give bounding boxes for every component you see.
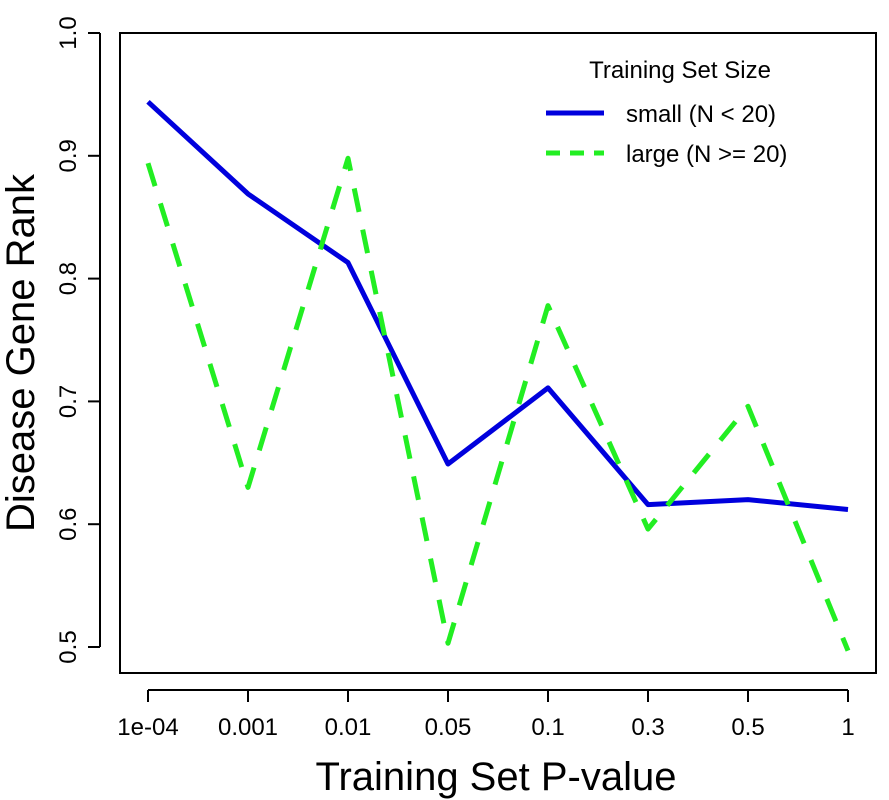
legend-label-small: small (N < 20): [626, 101, 776, 128]
x-tick-label: 0.05: [425, 714, 472, 741]
y-tick-label: 0.6: [55, 508, 82, 541]
legend-label-large: large (N >= 20): [626, 141, 787, 168]
y-axis-title: Disease Gene Rank: [0, 173, 43, 532]
legend: Training Set Size small (N < 20) large (…: [546, 57, 787, 168]
plot-frame: [119, 32, 877, 674]
x-tick-label: 0.001: [218, 714, 278, 741]
legend-title: Training Set Size: [589, 57, 771, 84]
y-tick-label: 0.8: [55, 262, 82, 295]
x-axis-title: Training Set P-value: [316, 755, 677, 799]
y-tick-label: 0.5: [55, 630, 82, 663]
y-axis: 0.5 0.6 0.7 0.8 0.9 1.0: [55, 16, 101, 664]
x-tick-label: 0.01: [325, 714, 372, 741]
x-tick-label: 0.3: [631, 714, 664, 741]
x-axis: 1e-04 0.001 0.01 0.05 0.1 0.3 0.5 1: [117, 689, 855, 741]
series-line-large: [145, 155, 851, 652]
series-layer: [145, 99, 851, 652]
x-tick-label: 0.5: [731, 714, 764, 741]
y-tick-label: 0.7: [55, 385, 82, 418]
x-tick-label: 0.1: [531, 714, 564, 741]
y-tick-label: 0.9: [55, 139, 82, 172]
series-line-small: [146, 99, 849, 512]
y-tick-label: 1.0: [55, 16, 82, 49]
x-tick-label: 1: [841, 714, 854, 741]
x-tick-label: 1e-04: [117, 714, 178, 741]
